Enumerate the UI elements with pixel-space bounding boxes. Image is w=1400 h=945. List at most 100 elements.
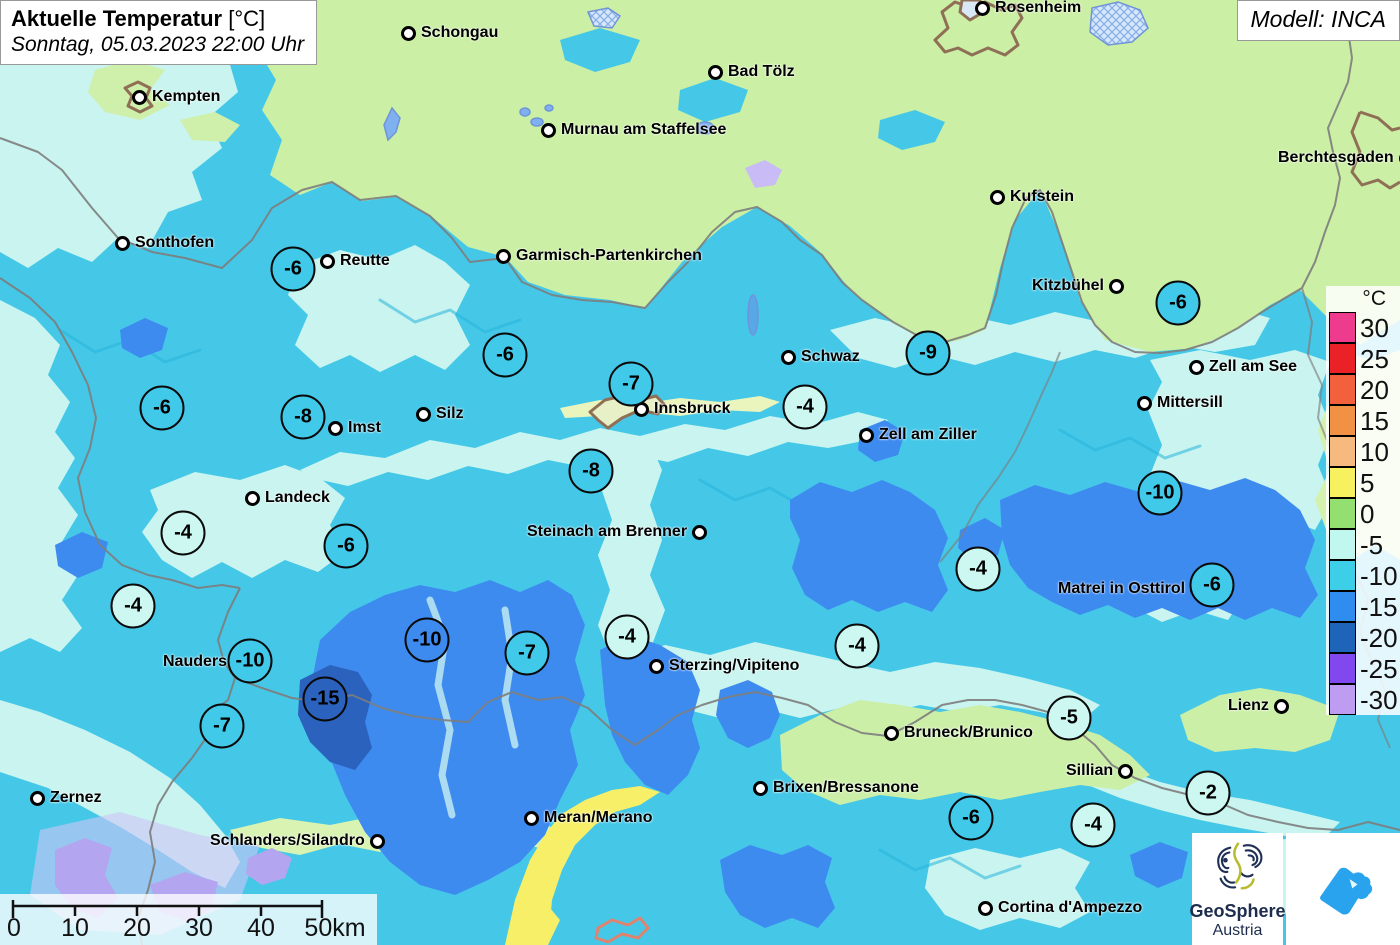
- temperature-value: -6: [153, 396, 171, 419]
- city-marker-icon: [990, 189, 1005, 205]
- temperature-value: -7: [518, 641, 536, 664]
- city-label: Kitzbühel: [1032, 277, 1124, 295]
- temperature-station-bubble: -4: [604, 614, 650, 660]
- city-name: Schwaz: [801, 348, 860, 365]
- legend-entry: -15: [1326, 590, 1400, 622]
- legend-color-swatch: [1329, 342, 1356, 374]
- temperature-station-bubble: -10: [227, 638, 273, 684]
- city-marker-icon: [753, 780, 768, 796]
- legend-entry: 20: [1326, 373, 1400, 405]
- temperature-station-bubble: -2: [1185, 770, 1231, 816]
- city-label: Zell am See: [1189, 358, 1297, 376]
- city-name: Kempten: [152, 88, 221, 105]
- city-marker-icon: [115, 235, 130, 251]
- legend-entry: -25: [1326, 652, 1400, 684]
- scale-bar-ticks: [11, 900, 324, 918]
- legend-entry: -30: [1326, 683, 1400, 715]
- temperature-value: -4: [174, 521, 192, 544]
- city-label: Berchtesgaden: [1278, 149, 1400, 167]
- legend-rows: 30 25 20 15 10 5 0 -5 -10 -15 -20 -25 -3…: [1326, 311, 1400, 715]
- model-label: Modell: INCA: [1236, 0, 1400, 41]
- map-title: Aktuelle Temperatur [°C]: [11, 6, 304, 32]
- scale-bar-label: 40: [247, 914, 275, 942]
- temperature-value: -4: [969, 557, 987, 580]
- temperature-value: -8: [294, 405, 312, 428]
- temperature-station-bubble: -15: [302, 676, 348, 722]
- legend-entry: -5: [1326, 528, 1400, 560]
- temperature-legend: °C 30 25 20 15 10 5 0 -5 -10 -15 -20 -25…: [1326, 286, 1400, 715]
- city-label: Zernez: [30, 789, 102, 807]
- city-name: Steinach am Brenner: [527, 523, 688, 540]
- city-label: Kufstein: [990, 188, 1074, 206]
- legend-entry: 15: [1326, 404, 1400, 436]
- city-name: Landeck: [265, 489, 330, 506]
- scale-bar-label: 20: [123, 914, 151, 942]
- temperature-station-bubble: -6: [270, 246, 316, 292]
- scale-bar-label: 10: [61, 914, 89, 942]
- map-subtitle: Sonntag, 05.03.2023 22:00 Uhr: [11, 33, 305, 56]
- city-name: Lienz: [1228, 697, 1269, 714]
- city-label: Murnau am Staffelsee: [541, 121, 726, 139]
- legend-color-swatch: [1329, 497, 1356, 529]
- city-marker-icon: [649, 658, 664, 674]
- city-label: Landeck: [245, 489, 330, 507]
- legend-entry: 5: [1326, 466, 1400, 498]
- city-label: Reutte: [320, 252, 390, 270]
- city-name: Cortina d'Ampezzo: [998, 899, 1143, 916]
- temperature-station-bubble: -7: [608, 361, 654, 407]
- scale-bar: 0 10 20 30 40 50km: [0, 894, 377, 945]
- legend-color-swatch: [1329, 466, 1356, 498]
- city-label: Mittersill: [1137, 394, 1223, 412]
- city-marker-icon: [1189, 359, 1204, 375]
- city-label: Bruneck/Brunico: [884, 724, 1033, 742]
- geosphere-brand-text: GeoSphere: [1189, 901, 1286, 921]
- temperature-value: -4: [618, 625, 636, 648]
- legend-color-swatch: [1329, 652, 1356, 684]
- city-name: Schlanders/Silandro: [210, 832, 365, 849]
- city-name: Schongau: [421, 24, 499, 41]
- city-name: Mittersill: [1157, 394, 1223, 411]
- city-label: Meran/Merano: [524, 809, 652, 827]
- temperature-station-bubble: -7: [199, 703, 245, 749]
- city-label: Bad Tölz: [708, 63, 795, 81]
- city-marker-icon: [708, 64, 723, 80]
- city-name: Murnau am Staffelsee: [561, 121, 727, 138]
- temperature-station-bubble: -6: [139, 385, 185, 431]
- city-name: Garmisch-Partenkirchen: [516, 247, 702, 264]
- map-title-text: Aktuelle Temperatur: [11, 6, 223, 31]
- legend-color-swatch: [1329, 373, 1356, 405]
- temperature-value: -10: [412, 628, 442, 651]
- scale-bar-label: 30: [185, 914, 213, 942]
- legend-entry: 0: [1326, 497, 1400, 529]
- temperature-value: -15: [310, 687, 340, 710]
- city-label: Schlanders/Silandro: [210, 832, 385, 850]
- city-label: Rosenheim: [975, 0, 1081, 17]
- city-label: Innsbruck: [634, 400, 730, 418]
- legend-value-label: -25: [1360, 653, 1398, 684]
- city-label: Lienz: [1228, 697, 1289, 715]
- temperature-value: -7: [622, 372, 640, 395]
- temperature-station-bubble: -4: [834, 623, 880, 669]
- temperature-value: -4: [796, 395, 814, 418]
- geosphere-contours-icon: [1209, 838, 1267, 901]
- city-marker-icon: [1137, 395, 1152, 411]
- temperature-value: -10: [1145, 481, 1175, 504]
- legend-color-swatch: [1329, 683, 1356, 715]
- blue-mountain-icon: [1310, 854, 1376, 925]
- map-title-unit: [°C]: [228, 6, 266, 31]
- temperature-station-bubble: -8: [280, 394, 326, 440]
- city-label: Brixen/Bressanone: [753, 779, 919, 797]
- city-name: Bruneck/Brunico: [904, 724, 1033, 741]
- legend-color-swatch: [1329, 621, 1356, 653]
- city-label: Silz: [416, 405, 464, 423]
- legend-color-swatch: [1329, 311, 1356, 343]
- city-name: Meran/Merano: [544, 809, 653, 826]
- temperature-station-bubble: -7: [504, 630, 550, 676]
- temperature-value: -6: [496, 343, 514, 366]
- city-marker-icon: [884, 725, 899, 741]
- city-label: Schongau: [401, 24, 498, 42]
- legend-entry: -10: [1326, 559, 1400, 591]
- legend-color-swatch: [1329, 528, 1356, 560]
- city-marker-icon: [401, 25, 416, 41]
- temperature-station-bubble: -4: [782, 384, 828, 430]
